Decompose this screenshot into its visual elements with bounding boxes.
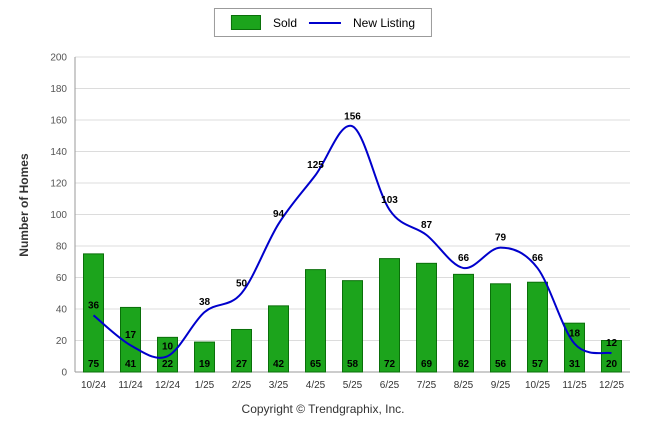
x-axis-label: 10/24 <box>81 380 106 391</box>
sold-bar <box>194 341 215 373</box>
sold-bar <box>527 281 548 373</box>
sold-value-label: 41 <box>125 359 137 370</box>
sold-bar <box>231 328 252 373</box>
sold-bar <box>453 273 474 373</box>
new-listing-value-label: 66 <box>532 253 544 264</box>
x-axis-label: 11/25 <box>562 380 587 391</box>
y-tick-label: 60 <box>56 273 68 284</box>
y-tick-label: 20 <box>56 336 68 347</box>
y-tick-label: 100 <box>50 210 67 221</box>
new-listing-value-label: 12 <box>606 338 618 349</box>
sold-bar <box>83 253 104 373</box>
x-axis-label: 5/25 <box>343 380 363 391</box>
chart-legend: Sold New Listing <box>213 8 433 37</box>
sold-legend-label: Sold <box>272 15 297 30</box>
y-tick-label: 180 <box>50 84 67 95</box>
sold-value-label: 65 <box>310 359 322 370</box>
sold-value-label: 22 <box>162 359 174 370</box>
x-axis-label: 12/24 <box>155 380 180 391</box>
new-listing-value-label: 66 <box>458 253 470 264</box>
y-tick-label: 120 <box>50 179 67 190</box>
sold-value-label: 72 <box>384 359 396 370</box>
new-listing-legend-label: New Listing <box>353 15 416 30</box>
x-axis-label: 2/25 <box>232 380 252 391</box>
sold-value-label: 57 <box>532 359 544 370</box>
sold-value-label: 27 <box>236 359 248 370</box>
y-tick-label: 80 <box>56 242 68 253</box>
sold-value-label: 42 <box>273 359 285 370</box>
x-axis-label: 7/25 <box>417 380 437 391</box>
sold-bar <box>342 280 363 373</box>
y-tick-label: 200 <box>50 53 67 64</box>
sold-legend-swatch <box>230 15 261 30</box>
new-listing-value-label: 10 <box>162 341 174 352</box>
x-axis-label: 1/25 <box>195 380 215 391</box>
y-tick-label: 140 <box>50 147 67 158</box>
x-axis-label: 8/25 <box>454 380 474 391</box>
new-listing-value-label: 156 <box>344 111 361 122</box>
sold-bar <box>268 305 289 373</box>
sold-bar <box>157 336 178 373</box>
new-listing-value-label: 36 <box>88 300 100 311</box>
new-listing-value-label: 125 <box>307 160 324 171</box>
new-listing-value-label: 50 <box>236 278 248 289</box>
new-listing-value-label: 79 <box>495 233 507 244</box>
new-listing-value-label: 38 <box>199 297 211 308</box>
new-listing-value-label: 103 <box>381 195 398 206</box>
sold-bar <box>120 306 141 373</box>
sold-value-label: 62 <box>458 359 470 370</box>
new-listing-value-label: 94 <box>273 209 285 220</box>
sold-value-label: 58 <box>347 359 359 370</box>
sold-value-label: 75 <box>88 359 100 370</box>
new-listing-value-label: 87 <box>421 220 433 231</box>
new-listing-value-label: 17 <box>125 330 137 341</box>
x-axis-label: 11/24 <box>118 380 143 391</box>
sold-value-label: 69 <box>421 359 433 370</box>
sold-bar <box>601 340 622 373</box>
sold-value-label: 19 <box>199 359 211 370</box>
new-listing-legend-line <box>309 21 341 24</box>
sold-bar <box>305 269 326 373</box>
x-axis-label: 6/25 <box>380 380 400 391</box>
sold-value-label: 20 <box>606 359 618 370</box>
sold-value-label: 31 <box>569 359 581 370</box>
sold-bar <box>379 258 400 373</box>
x-axis-label: 3/25 <box>269 380 289 391</box>
y-tick-label: 160 <box>50 116 67 127</box>
y-tick-label: 0 <box>61 368 67 379</box>
copyright-text: Copyright © Trendgraphix, Inc. <box>241 402 405 416</box>
x-axis-label: 4/25 <box>306 380 326 391</box>
x-axis-label: 9/25 <box>491 380 511 391</box>
sold-bar <box>490 283 511 373</box>
sold-value-label: 56 <box>495 359 507 370</box>
new-listing-value-label: 18 <box>569 329 581 340</box>
x-axis-label: 12/25 <box>599 380 624 391</box>
x-axis-label: 10/25 <box>525 380 550 391</box>
y-tick-label: 40 <box>56 305 68 316</box>
new-listing-line <box>92 124 612 359</box>
sold-bar <box>416 262 437 373</box>
